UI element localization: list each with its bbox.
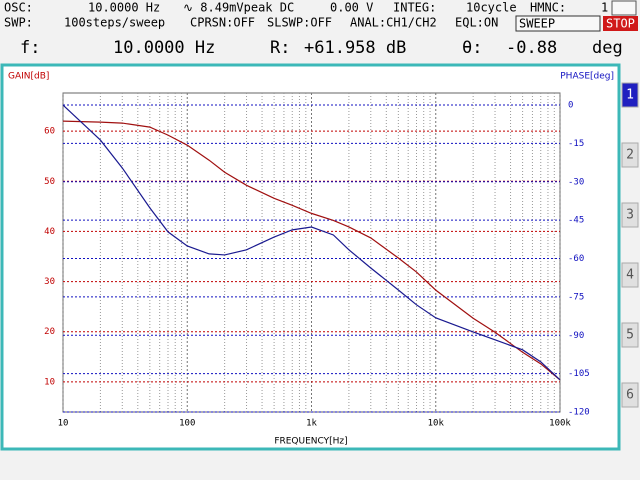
tab[interactable] — [621, 322, 639, 348]
value: -0.88 — [506, 38, 557, 58]
y2-tick-label: -75 — [568, 292, 584, 302]
label: INTEG: — [393, 1, 436, 15]
value: ∿ 8.49mVpeak DC — [183, 1, 294, 15]
label: R: — [270, 38, 290, 58]
tab[interactable] — [621, 82, 639, 108]
line — [62, 120, 561, 381]
y-tick-label: 60 — [44, 127, 55, 137]
value: SLSWP:OFF — [267, 16, 332, 30]
y2-tick-label: -30 — [568, 177, 584, 187]
box — [611, 0, 637, 16]
x-tick-label: 1k — [306, 419, 317, 429]
stop-label[interactable]: STOP — [606, 17, 635, 31]
x-tick-label: 100 — [179, 419, 195, 429]
y-tick-label: 20 — [44, 327, 55, 337]
tab[interactable] — [621, 202, 639, 228]
tab[interactable] — [621, 382, 639, 408]
x-axis-label: FREQUENCY[Hz] — [274, 437, 347, 447]
y2-tick-label: -120 — [568, 408, 590, 418]
value: CPRSN:OFF — [190, 16, 255, 30]
tab[interactable] — [621, 262, 639, 288]
label: f: — [20, 38, 40, 58]
value: 10.0000 Hz — [88, 1, 160, 15]
y2-tick-label: -105 — [568, 369, 590, 379]
label: OSC: — [4, 1, 33, 15]
tab-label[interactable]: 3 — [626, 208, 634, 223]
tab-label[interactable]: 4 — [626, 268, 634, 283]
sweep-button[interactable] — [515, 15, 601, 32]
tab-label[interactable]: 5 — [626, 328, 634, 343]
value: +61.958 dB — [304, 38, 406, 58]
value: 0.00 V — [330, 1, 373, 15]
y-tick-label: 30 — [44, 277, 55, 287]
y2-tick-label: -90 — [568, 331, 584, 341]
y-axis-label: GAIN[dB] — [8, 72, 49, 82]
label: θ: — [462, 38, 482, 58]
y-tick-label: 10 — [44, 377, 55, 387]
x-tick-label: 100k — [549, 419, 571, 429]
label: HMNC: — [530, 1, 566, 15]
value: 1 — [601, 1, 608, 15]
y2-tick-label: -60 — [568, 254, 584, 264]
x-tick-label: 10 — [58, 419, 69, 429]
tab-label[interactable]: 2 — [626, 148, 634, 163]
value: 100steps/sweep — [64, 16, 165, 30]
line — [62, 104, 561, 381]
y2-tick-label: -15 — [568, 139, 584, 149]
label: SWP: — [4, 16, 33, 30]
y2-tick-label: -45 — [568, 216, 584, 226]
y-tick-label: 40 — [44, 227, 55, 237]
tab-label[interactable]: 6 — [626, 388, 634, 403]
value: 10cycle — [466, 1, 517, 15]
value: 10.0000 Hz — [113, 38, 215, 58]
y2-tick-label: 0 — [568, 101, 573, 111]
tab-label[interactable]: 1 — [626, 88, 634, 103]
y-tick-label: 50 — [44, 177, 55, 187]
sweep-label[interactable]: SWEEP — [519, 17, 555, 31]
tab[interactable] — [621, 142, 639, 168]
value: EQL:ON — [455, 16, 498, 30]
y2-axis-label: PHASE[deg] — [560, 72, 614, 82]
value: ANAL:CH1/CH2 — [350, 16, 437, 30]
plot-panel — [0, 63, 621, 451]
unit: deg — [592, 38, 623, 58]
stop-button[interactable] — [603, 16, 638, 31]
x-tick-label: 10k — [428, 419, 445, 429]
